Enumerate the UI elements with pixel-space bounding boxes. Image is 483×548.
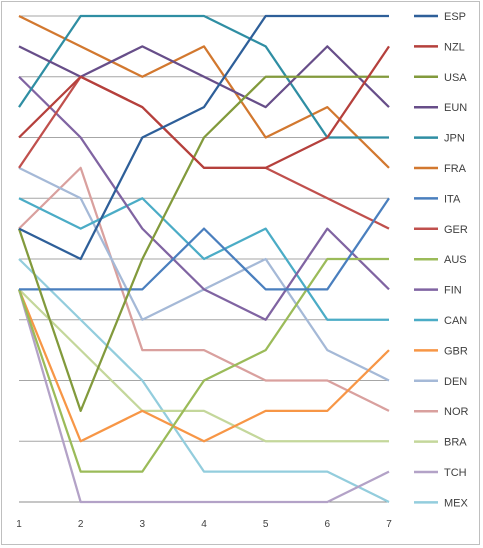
- legend-label: GBR: [444, 345, 468, 357]
- legend-item-aus: AUS: [414, 254, 467, 266]
- series-line-mex: [18, 258, 390, 504]
- legend-item-jpn: JPN: [414, 133, 465, 145]
- legend-item-eun: EUN: [414, 102, 467, 114]
- legend-item-esp: ESP: [414, 11, 466, 23]
- series-line-nor: [18, 166, 390, 412]
- x-tick-label: 5: [263, 519, 269, 530]
- legend-label: NZL: [444, 41, 465, 53]
- legend-item-den: DEN: [414, 376, 467, 388]
- legend-item-usa: USA: [414, 72, 467, 84]
- legend-item-fin: FIN: [414, 285, 462, 297]
- legend-item-bra: BRA: [414, 437, 467, 449]
- legend-label: DEN: [444, 376, 467, 388]
- legend-label: NOR: [444, 406, 469, 418]
- x-tick-label: 3: [140, 519, 146, 530]
- series-line-fra: [18, 14, 390, 169]
- series-line-tch: [17, 289, 390, 504]
- legend-label: TCH: [444, 467, 467, 479]
- legend-label: FIN: [444, 285, 462, 297]
- legend-label: JPN: [444, 133, 465, 145]
- series-lines: [17, 14, 390, 504]
- legend-item-ita: ITA: [414, 193, 461, 205]
- series-line-gbr: [17, 288, 390, 443]
- x-axis-ticks: 1 2 3 4 5 6 7: [16, 519, 392, 530]
- legend-label: ESP: [444, 11, 466, 23]
- legend-label: FRA: [444, 163, 467, 175]
- x-tick-label: 2: [78, 519, 84, 530]
- series-line-nzl: [18, 45, 390, 169]
- legend-item-fra: FRA: [414, 163, 467, 175]
- legend-label: EUN: [444, 102, 467, 114]
- legend-label: ITA: [444, 193, 461, 205]
- legend-label: MEX: [444, 497, 469, 509]
- series-line-can: [18, 197, 389, 321]
- legend-item-ger: GER: [414, 224, 468, 236]
- legend-label: USA: [444, 72, 467, 84]
- x-tick-label: 4: [201, 519, 207, 530]
- legend-item-mex: MEX: [414, 497, 469, 509]
- x-tick-label: 7: [386, 519, 392, 530]
- legend-label: GER: [444, 224, 468, 236]
- legend: ESP NZL USA EUN JPN FRA ITA GER AUS FIN CAN GBR DEN N…: [414, 11, 469, 509]
- legend-item-gbr: GBR: [414, 345, 468, 357]
- series-line-aus: [17, 257, 389, 473]
- series-line-usa: [17, 75, 389, 412]
- series-line-ita: [19, 197, 390, 291]
- series-line-den: [18, 166, 390, 382]
- legend-item-nor: NOR: [414, 406, 469, 418]
- series-line-esp: [18, 14, 389, 261]
- x-tick-label: 1: [16, 519, 22, 530]
- legend-item-can: CAN: [414, 315, 467, 327]
- legend-item-nzl: NZL: [414, 41, 465, 53]
- x-tick-label: 6: [325, 519, 331, 530]
- series-line-ger: [18, 75, 390, 230]
- series-line-bra: [18, 288, 389, 443]
- legend-label: AUS: [444, 254, 467, 266]
- legend-item-tch: TCH: [414, 467, 467, 479]
- series-line-fin: [18, 75, 390, 321]
- legend-label: CAN: [444, 315, 467, 327]
- legend-label: BRA: [444, 437, 467, 449]
